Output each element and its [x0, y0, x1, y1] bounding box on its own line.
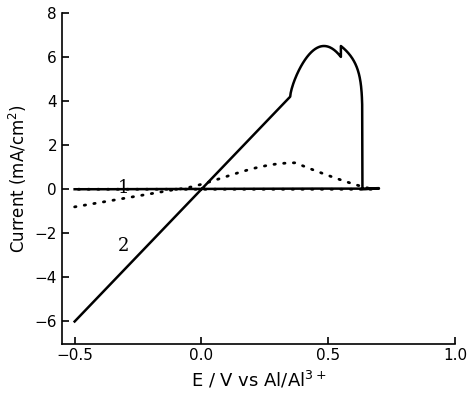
Y-axis label: Current (mA/cm$^2$): Current (mA/cm$^2$) — [7, 104, 29, 252]
Text: 1: 1 — [118, 179, 129, 197]
Text: 2: 2 — [118, 237, 129, 255]
X-axis label: E / V vs Al/Al$^{3+}$: E / V vs Al/Al$^{3+}$ — [191, 369, 326, 390]
